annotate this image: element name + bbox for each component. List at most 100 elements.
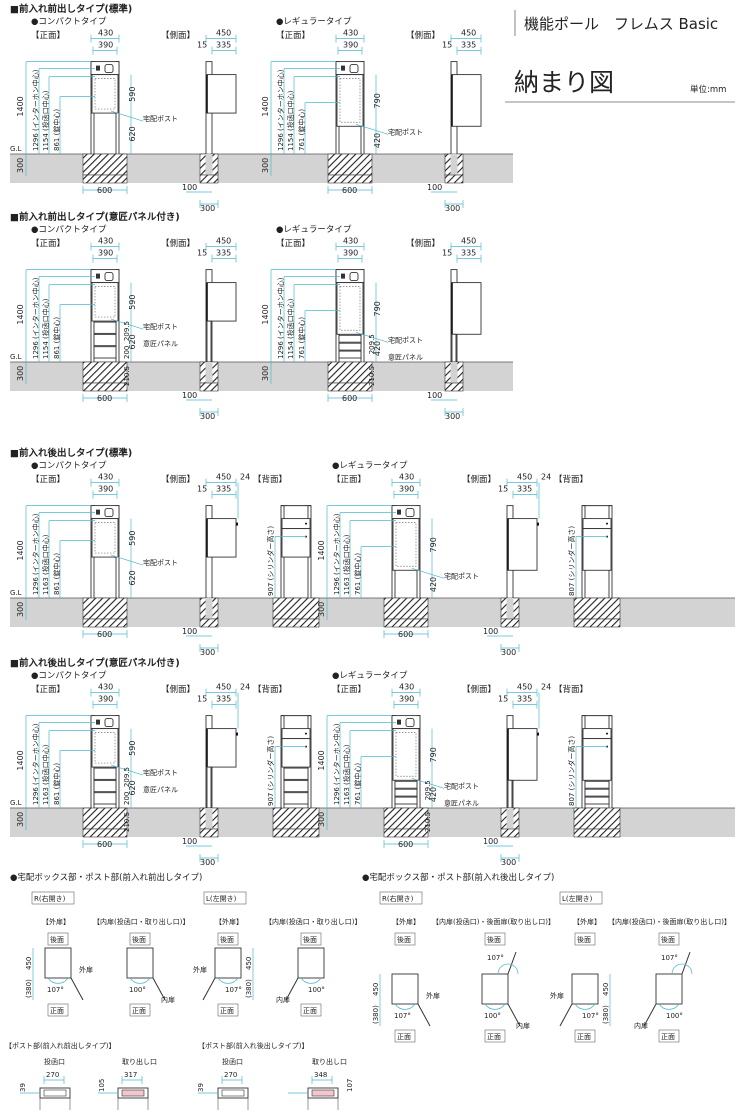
depth-300: 300 [16,812,25,827]
intercom-icon [397,509,401,515]
leader [110,554,144,566]
side-footing-base [199,382,219,392]
design-panel [394,796,418,805]
width-430: 430 [399,473,414,482]
inner-door-label: 【内扉(投函口)・後面扉(取り出し口)】 [608,917,731,926]
door-swing [559,1003,573,1027]
side-handle [537,732,539,736]
side-footing-base [500,618,520,628]
swing-angle: 100° [484,1012,501,1020]
side-panel [451,333,457,363]
front-label-frame [217,1003,239,1017]
width-430: 430 [399,683,414,692]
camera-icon [405,718,415,728]
height-1400: 1400 [16,540,25,560]
side-pole-hole [205,154,213,175]
section-3: ■前入れ後出しタイプ(標準) G.L ●コンパクトタイプ【正面】 430 390 1400… [10,447,735,657]
post-label: 宅配ポスト [143,114,178,123]
back-view: 【背面】 907 (シリンダー高さ) [253,684,320,838]
label-right-open: R(右開き) [382,894,414,903]
footing-base [82,174,128,184]
width-390: 390 [343,41,358,50]
camera-icon [104,64,114,74]
side-post-box [206,728,237,768]
footing [327,153,373,176]
swing-angle: 107° [394,1012,411,1020]
side-24: 24 [541,473,551,482]
leader [411,777,445,789]
front-view-label: 【正面】 [276,239,310,249]
front-view: 430 390 1400 1296 (インターホン中心) 1154 (投函口中心) 761… [261,29,423,195]
rear-label: 後面 [487,935,501,944]
side-post-box [507,518,538,571]
side-100: 100 [483,627,498,636]
post-slot: 投函口 270 39 [19,1057,71,1110]
section-title: ■前入れ前出しタイプ(意匠パネル付き) [10,211,180,223]
swing-380: (380) [25,979,33,998]
height-h3: 861 (錠中心) [52,109,61,151]
back-view: 【背面】 907 (シリンダー高さ) [253,474,320,628]
design-panel [93,333,117,347]
rear-label-frame [658,932,680,946]
side-100: 100 [483,837,498,846]
side-view-label: 【側面】 [462,474,496,485]
back-panel [283,767,309,780]
height-h3: 761 (錠中心) [353,763,362,805]
height-h3: 861 (錠中心) [52,317,61,359]
box-plan [214,947,242,979]
side-view-label: 【側面】 [161,684,195,695]
swing-arc [300,977,322,984]
side-335: 335 [517,485,532,494]
side-335: 335 [216,249,231,258]
side-15: 15 [442,249,452,258]
footing-base [82,382,128,392]
height-h3: 861 (錠中心) [52,763,61,805]
side-pole-hole [205,808,213,829]
post-door [339,286,361,331]
front-view: 430 390 1400 1296 (インターホン中心) 1163 (投函口中心) 761… [317,473,479,639]
rear-label: 後面 [577,935,591,944]
front-label-frame [658,1029,680,1043]
swing-380: (380) [372,1005,380,1024]
back-footing [573,597,621,620]
side-300: 300 [501,858,516,867]
side-450: 450 [517,683,532,692]
post-height: 590 [128,741,137,756]
post-height: 590 [128,87,137,102]
design-panel [93,792,117,805]
camera-icon [104,508,114,518]
side-post-box [451,74,482,127]
post-slot: 取り出し口 317 105 [98,1057,157,1110]
side-pole-hole [205,362,213,383]
front-label: 正面 [132,1007,146,1015]
side-450: 450 [216,237,231,246]
swing-arc [484,1003,506,1010]
height-h2: 1154 (投函口中心) [286,298,295,359]
post-door [395,732,417,777]
front-view-label: 【正面】 [332,685,366,695]
footing-base [327,174,373,184]
gl-label: G.L [10,589,22,597]
section-title: ■前入れ後出しタイプ(意匠パネル付き) [10,657,180,669]
front-label: 正面 [397,1033,411,1041]
post-label: 宅配ポスト [143,322,178,331]
page-title: 納まり図 [514,68,614,97]
back-view: 【背面】 807 (シリンダー高さ) [554,474,621,628]
side-view-label: 【側面】 [462,684,496,695]
side-335: 335 [517,695,532,704]
compact-type-label: ●コンパクトタイプ [31,225,107,235]
design-panel [338,342,362,351]
front-label-frame [394,1029,416,1043]
back-lock-icon [305,522,307,525]
width-430: 430 [98,473,113,482]
leg-height: 620 [128,570,137,585]
footing-base [383,618,429,628]
slot-height: 39 [197,1083,205,1092]
side-335: 335 [216,41,231,50]
swing-380: (380) [245,979,253,998]
back-lock-icon [606,522,608,525]
footing-base [82,828,128,838]
height-h1: 1296 (インターホン中心) [276,277,285,359]
side-view-label: 【側面】 [406,30,440,41]
